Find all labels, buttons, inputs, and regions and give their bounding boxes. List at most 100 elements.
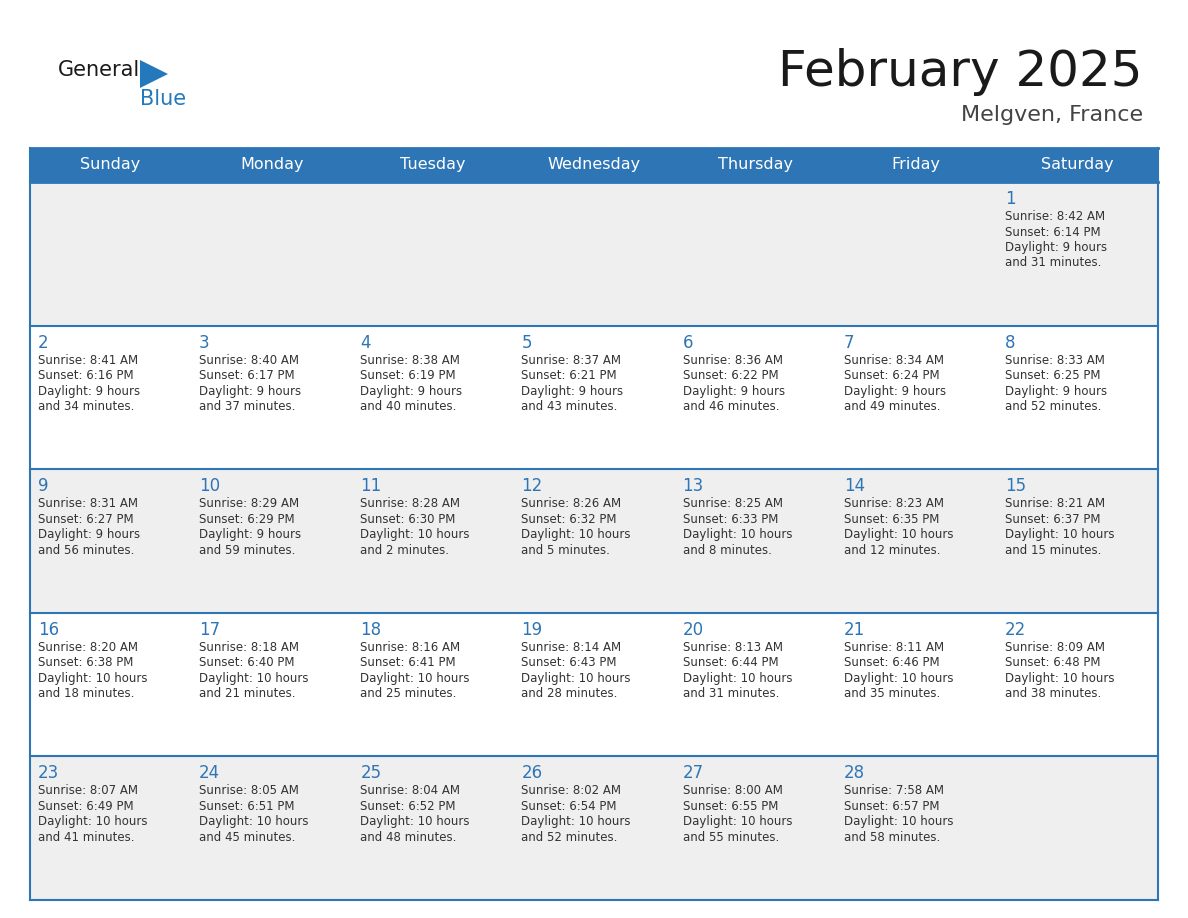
Text: Daylight: 10 hours: Daylight: 10 hours xyxy=(360,815,469,828)
Text: and 2 minutes.: and 2 minutes. xyxy=(360,543,449,556)
Text: Daylight: 10 hours: Daylight: 10 hours xyxy=(200,672,309,685)
Text: Sunset: 6:43 PM: Sunset: 6:43 PM xyxy=(522,656,617,669)
Text: and 52 minutes.: and 52 minutes. xyxy=(522,831,618,844)
Text: Sunset: 6:32 PM: Sunset: 6:32 PM xyxy=(522,512,617,526)
Text: Sunrise: 8:34 AM: Sunrise: 8:34 AM xyxy=(843,353,943,366)
Text: Sunrise: 8:11 AM: Sunrise: 8:11 AM xyxy=(843,641,943,654)
Text: 14: 14 xyxy=(843,477,865,495)
Text: and 34 minutes.: and 34 minutes. xyxy=(38,400,134,413)
Text: and 31 minutes.: and 31 minutes. xyxy=(683,688,779,700)
Text: 21: 21 xyxy=(843,621,865,639)
Text: Sunset: 6:27 PM: Sunset: 6:27 PM xyxy=(38,512,133,526)
Text: Daylight: 10 hours: Daylight: 10 hours xyxy=(360,672,469,685)
Text: Daylight: 9 hours: Daylight: 9 hours xyxy=(360,385,462,397)
Text: 7: 7 xyxy=(843,333,854,352)
Text: 27: 27 xyxy=(683,765,703,782)
Text: and 40 minutes.: and 40 minutes. xyxy=(360,400,456,413)
Text: Sunrise: 8:41 AM: Sunrise: 8:41 AM xyxy=(38,353,138,366)
Text: Sunrise: 8:26 AM: Sunrise: 8:26 AM xyxy=(522,498,621,510)
Text: Sunrise: 8:36 AM: Sunrise: 8:36 AM xyxy=(683,353,783,366)
Text: and 25 minutes.: and 25 minutes. xyxy=(360,688,456,700)
Text: 26: 26 xyxy=(522,765,543,782)
Text: Daylight: 10 hours: Daylight: 10 hours xyxy=(843,528,953,542)
Text: Sunrise: 8:31 AM: Sunrise: 8:31 AM xyxy=(38,498,138,510)
Text: Sunset: 6:22 PM: Sunset: 6:22 PM xyxy=(683,369,778,382)
Text: Sunset: 6:51 PM: Sunset: 6:51 PM xyxy=(200,800,295,813)
Text: Sunset: 6:33 PM: Sunset: 6:33 PM xyxy=(683,512,778,526)
Text: Sunrise: 8:40 AM: Sunrise: 8:40 AM xyxy=(200,353,299,366)
Text: and 52 minutes.: and 52 minutes. xyxy=(1005,400,1101,413)
Text: Daylight: 10 hours: Daylight: 10 hours xyxy=(38,672,147,685)
Text: Sunset: 6:40 PM: Sunset: 6:40 PM xyxy=(200,656,295,669)
Bar xyxy=(30,326,1158,469)
Text: Sunset: 6:14 PM: Sunset: 6:14 PM xyxy=(1005,226,1100,239)
Text: Friday: Friday xyxy=(892,158,941,173)
Text: Sunrise: 8:25 AM: Sunrise: 8:25 AM xyxy=(683,498,783,510)
Text: Sunset: 6:25 PM: Sunset: 6:25 PM xyxy=(1005,369,1100,382)
Text: Sunset: 6:41 PM: Sunset: 6:41 PM xyxy=(360,656,456,669)
Text: Wednesday: Wednesday xyxy=(548,158,640,173)
Text: Sunrise: 8:16 AM: Sunrise: 8:16 AM xyxy=(360,641,461,654)
Text: Sunrise: 8:04 AM: Sunrise: 8:04 AM xyxy=(360,784,460,798)
Text: Sunrise: 8:28 AM: Sunrise: 8:28 AM xyxy=(360,498,460,510)
Text: Sunset: 6:21 PM: Sunset: 6:21 PM xyxy=(522,369,617,382)
Text: 20: 20 xyxy=(683,621,703,639)
Text: Sunday: Sunday xyxy=(81,158,140,173)
Text: and 49 minutes.: and 49 minutes. xyxy=(843,400,940,413)
Text: 6: 6 xyxy=(683,333,693,352)
Text: Daylight: 10 hours: Daylight: 10 hours xyxy=(1005,672,1114,685)
Text: Daylight: 9 hours: Daylight: 9 hours xyxy=(843,385,946,397)
Bar xyxy=(30,469,1158,613)
Text: Saturday: Saturday xyxy=(1041,158,1113,173)
Text: Sunrise: 8:07 AM: Sunrise: 8:07 AM xyxy=(38,784,138,798)
Text: and 58 minutes.: and 58 minutes. xyxy=(843,831,940,844)
Text: Daylight: 10 hours: Daylight: 10 hours xyxy=(522,672,631,685)
Text: and 18 minutes.: and 18 minutes. xyxy=(38,688,134,700)
Text: 1: 1 xyxy=(1005,190,1016,208)
Text: Sunset: 6:57 PM: Sunset: 6:57 PM xyxy=(843,800,940,813)
Text: Sunrise: 8:42 AM: Sunrise: 8:42 AM xyxy=(1005,210,1105,223)
Text: 16: 16 xyxy=(38,621,59,639)
Text: and 59 minutes.: and 59 minutes. xyxy=(200,543,296,556)
Text: Sunset: 6:35 PM: Sunset: 6:35 PM xyxy=(843,512,939,526)
Text: Sunrise: 8:02 AM: Sunrise: 8:02 AM xyxy=(522,784,621,798)
Text: Sunset: 6:37 PM: Sunset: 6:37 PM xyxy=(1005,512,1100,526)
Text: Sunrise: 8:09 AM: Sunrise: 8:09 AM xyxy=(1005,641,1105,654)
Text: 10: 10 xyxy=(200,477,220,495)
Text: Sunrise: 8:29 AM: Sunrise: 8:29 AM xyxy=(200,498,299,510)
Text: and 56 minutes.: and 56 minutes. xyxy=(38,543,134,556)
Text: and 15 minutes.: and 15 minutes. xyxy=(1005,543,1101,556)
Text: and 31 minutes.: and 31 minutes. xyxy=(1005,256,1101,270)
Text: 8: 8 xyxy=(1005,333,1016,352)
Text: Daylight: 9 hours: Daylight: 9 hours xyxy=(683,385,785,397)
Text: Daylight: 10 hours: Daylight: 10 hours xyxy=(1005,528,1114,542)
Text: Sunset: 6:30 PM: Sunset: 6:30 PM xyxy=(360,512,456,526)
Text: Sunrise: 7:58 AM: Sunrise: 7:58 AM xyxy=(843,784,943,798)
Bar xyxy=(30,148,1158,182)
Text: Sunset: 6:44 PM: Sunset: 6:44 PM xyxy=(683,656,778,669)
Text: Sunrise: 8:00 AM: Sunrise: 8:00 AM xyxy=(683,784,783,798)
Text: Sunset: 6:16 PM: Sunset: 6:16 PM xyxy=(38,369,133,382)
Text: Daylight: 9 hours: Daylight: 9 hours xyxy=(38,528,140,542)
Text: and 41 minutes.: and 41 minutes. xyxy=(38,831,134,844)
Text: Sunset: 6:49 PM: Sunset: 6:49 PM xyxy=(38,800,133,813)
Text: 28: 28 xyxy=(843,765,865,782)
Text: Sunrise: 8:18 AM: Sunrise: 8:18 AM xyxy=(200,641,299,654)
Text: Daylight: 10 hours: Daylight: 10 hours xyxy=(38,815,147,828)
Text: 24: 24 xyxy=(200,765,220,782)
Text: Sunset: 6:52 PM: Sunset: 6:52 PM xyxy=(360,800,456,813)
Text: 13: 13 xyxy=(683,477,703,495)
Text: 11: 11 xyxy=(360,477,381,495)
Text: Sunset: 6:19 PM: Sunset: 6:19 PM xyxy=(360,369,456,382)
Text: Thursday: Thursday xyxy=(718,158,792,173)
Bar xyxy=(30,182,1158,326)
Text: and 28 minutes.: and 28 minutes. xyxy=(522,688,618,700)
Text: Monday: Monday xyxy=(240,158,303,173)
Text: Daylight: 10 hours: Daylight: 10 hours xyxy=(843,672,953,685)
Text: Sunrise: 8:13 AM: Sunrise: 8:13 AM xyxy=(683,641,783,654)
Text: 25: 25 xyxy=(360,765,381,782)
Text: 18: 18 xyxy=(360,621,381,639)
Text: and 48 minutes.: and 48 minutes. xyxy=(360,831,456,844)
Text: and 5 minutes.: and 5 minutes. xyxy=(522,543,611,556)
Text: February 2025: February 2025 xyxy=(778,48,1143,96)
